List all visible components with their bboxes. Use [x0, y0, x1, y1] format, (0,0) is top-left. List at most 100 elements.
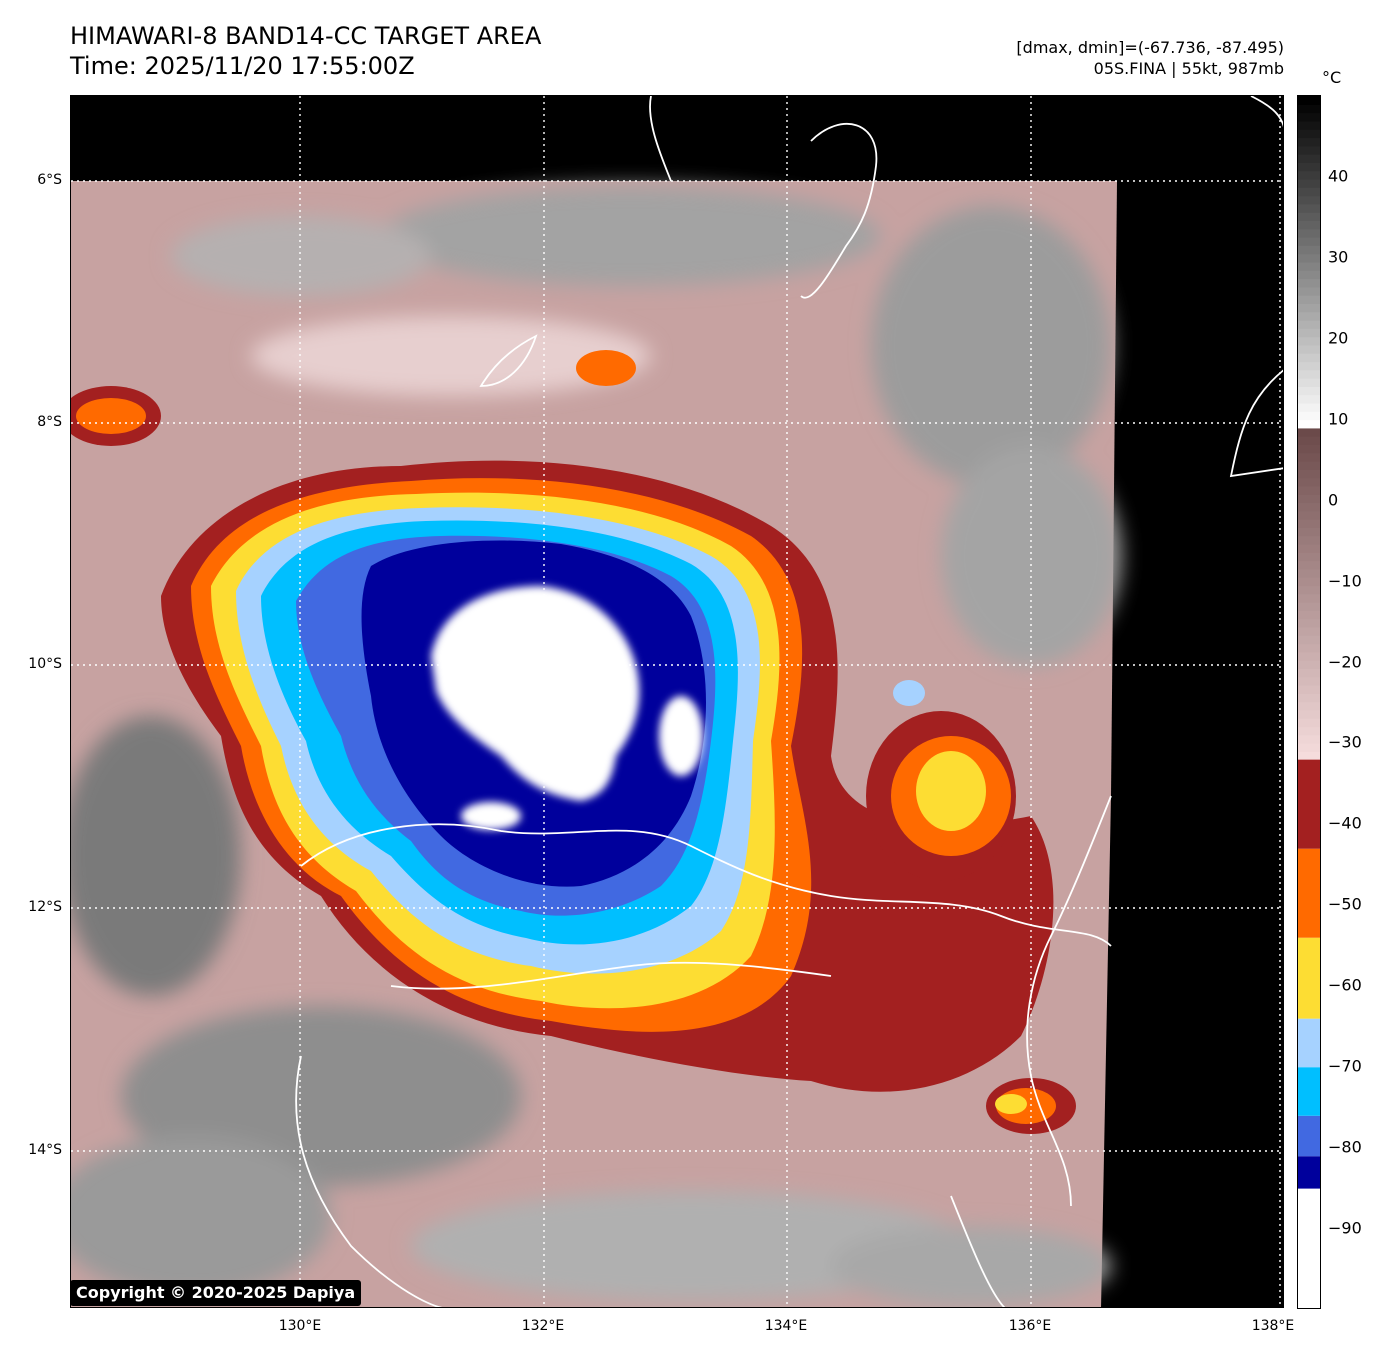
colorbar-gradient-step: [1298, 543, 1320, 553]
colorbar-gradient-step: [1298, 187, 1320, 197]
colorbar-gradient-step: [1298, 676, 1320, 686]
colorbar-tick-label: −20: [1328, 652, 1362, 672]
coastline-island: [800, 123, 878, 299]
colorbar-gradient-step: [1298, 237, 1320, 246]
graticule: [71, 96, 1283, 1307]
colorbar-gradient-step: [1298, 245, 1320, 255]
colorbar-tick-label: 20: [1328, 328, 1349, 348]
colorbar-gradient-step: [1298, 220, 1320, 230]
colorbar-gradient-step: [1298, 452, 1320, 462]
satellite-map: [70, 95, 1284, 1308]
coastlines: [295, 96, 1283, 1307]
storm-cloud-shield: [71, 350, 1076, 1134]
colorbar-gradient-step: [1298, 709, 1320, 719]
colorbar-gradient-step: [1298, 718, 1320, 728]
colorbar-gradient-step: [1298, 519, 1320, 528]
colorbar-gradient-step: [1298, 112, 1320, 122]
colorbar-gradient-step: [1298, 577, 1320, 587]
colorbar-gradient-step: [1298, 693, 1320, 703]
coastline-west: [295, 1055, 443, 1307]
colorbar-gradient-step: [1298, 286, 1320, 296]
coastline-australia-north: [300, 823, 1112, 947]
lon-label: 130°E: [278, 1318, 322, 1334]
colorbar-gradient-step: [1298, 295, 1320, 304]
coastline-north: [649, 96, 672, 182]
colorbar-gradient-step: [1298, 668, 1320, 678]
colorbar-gradient-step: [1298, 660, 1320, 670]
colorbar-band: [1298, 759, 1320, 849]
colorbar-gradient-step: [1298, 651, 1320, 661]
coldest-cloud-tops: [431, 586, 703, 830]
colorbar: [1297, 95, 1321, 1309]
colorbar-tick-label: −30: [1328, 732, 1362, 752]
colorbar-gradient-step: [1298, 369, 1320, 379]
colorbar-gradient-step: [1298, 228, 1320, 238]
colorbar-tick-label: −40: [1328, 813, 1362, 833]
colorbar-scale: [1298, 96, 1320, 1308]
colorbar-gradient-step: [1298, 411, 1320, 421]
colorbar-gradient-step: [1298, 635, 1320, 645]
colorbar-gradient-step: [1298, 610, 1320, 620]
colorbar-gradient-step: [1298, 253, 1320, 263]
colorbar-band: [1298, 1018, 1320, 1068]
colorbar-gradient-step: [1298, 734, 1320, 744]
coastline-australia-inner: [390, 961, 832, 990]
colorbar-tick-label: −80: [1328, 1137, 1362, 1157]
colorbar-gradient-step: [1298, 552, 1320, 562]
colorbar-gradient-step: [1298, 96, 1320, 105]
colorbar-gradient-step: [1298, 361, 1320, 371]
colorbar-gradient-step: [1298, 502, 1320, 512]
colorbar-tick-label: 30: [1328, 247, 1349, 267]
colorbar-gradient-step: [1298, 535, 1320, 545]
colorbar-gradient-step: [1298, 195, 1320, 205]
colorbar-gradient-step: [1298, 170, 1320, 180]
colorbar-gradient-step: [1298, 419, 1320, 429]
colorbar-gradient-step: [1298, 328, 1320, 338]
colorbar-gradient-step: [1298, 477, 1320, 487]
colorbar-tick-label: 40: [1328, 166, 1349, 186]
lat-label: 6°S: [37, 172, 62, 188]
colorbar-gradient-step: [1298, 402, 1320, 412]
colorbar-gradient-step: [1298, 386, 1320, 396]
satellite-imagery: [71, 96, 1283, 1307]
coastline-ne: [1250, 96, 1283, 128]
colorbar-gradient-step: [1298, 319, 1320, 329]
colorbar-band: [1298, 937, 1320, 1019]
colorbar-gradient-step: [1298, 145, 1320, 155]
chart-time: Time: 2025/11/20 17:55:00Z: [70, 52, 415, 80]
colorbar-gradient-step: [1298, 602, 1320, 611]
colorbar-band: [1298, 1067, 1320, 1116]
colorbar-unit: °C: [1322, 68, 1342, 87]
colorbar-gradient-step: [1298, 726, 1320, 736]
colorbar-gradient-step: [1298, 212, 1320, 222]
colorbar-tick-label: 0: [1328, 490, 1339, 510]
colorbar-tick-label: −50: [1328, 894, 1362, 914]
colorbar-gradient-step: [1298, 618, 1320, 628]
colorbar-gradient-step: [1298, 527, 1320, 537]
lon-label: 136°E: [1008, 1318, 1052, 1334]
coastline-east: [1229, 369, 1283, 478]
lat-label: 10°S: [28, 656, 62, 672]
colorbar-gradient-step: [1298, 626, 1320, 636]
storm-info-label: 05S.FINA | 55kt, 987mb: [1093, 59, 1284, 78]
coastline-south: [950, 1195, 1006, 1307]
colorbar-gradient-step: [1298, 494, 1320, 504]
colorbar-gradient-step: [1298, 593, 1320, 603]
data-range-label: [dmax, dmin]=(-67.736, -87.495): [1016, 38, 1284, 57]
colorbar-gradient-step: [1298, 643, 1320, 653]
colorbar-gradient-step: [1298, 427, 1320, 437]
colorbar-gradient-step: [1298, 444, 1320, 454]
colorbar-gradient-step: [1298, 436, 1320, 446]
colorbar-gradient-step: [1298, 701, 1320, 711]
lon-label: 132°E: [521, 1318, 565, 1334]
colorbar-gradient-step: [1298, 485, 1320, 495]
colorbar-tick-label: 10: [1328, 409, 1349, 429]
colorbar-gradient-step: [1298, 154, 1320, 163]
colorbar-gradient-step: [1298, 104, 1320, 114]
colorbar-gradient-step: [1298, 344, 1320, 354]
colorbar-gradient-step: [1298, 353, 1320, 363]
colorbar-gradient-step: [1298, 120, 1320, 130]
colorbar-tick-label: −90: [1328, 1218, 1362, 1238]
colorbar-gradient-step: [1298, 203, 1320, 213]
colorbar-gradient-step: [1298, 270, 1320, 280]
